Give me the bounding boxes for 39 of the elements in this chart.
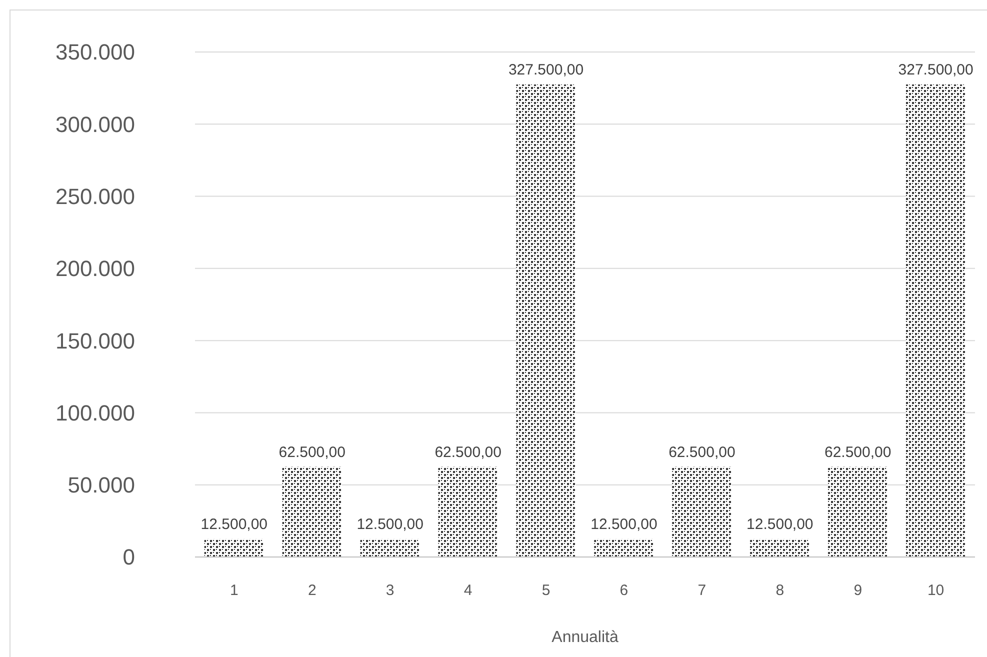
data-label: 62.500,00: [278, 444, 346, 461]
bar: [828, 466, 888, 557]
y-tick-label: 150.000: [55, 328, 135, 354]
x-tick-label: 8: [776, 582, 784, 599]
bar: [672, 466, 732, 557]
bar: [906, 84, 966, 557]
bar: [360, 538, 420, 557]
x-tick-label: 9: [854, 582, 862, 599]
bar: [282, 466, 342, 557]
x-tick-label: 3: [386, 582, 394, 599]
data-label: 12.500,00: [746, 516, 814, 533]
bar: [438, 466, 498, 557]
y-tick-label: 300.000: [55, 112, 135, 137]
y-tick-label: 350.000: [55, 40, 135, 65]
x-tick-label: 1: [230, 582, 238, 599]
y-tick-label: 100.000: [55, 400, 135, 426]
data-label: 62.500,00: [668, 444, 736, 461]
data-label: 62.500,00: [824, 444, 892, 461]
x-tick-label: 5: [542, 582, 550, 599]
x-tick-label: 7: [698, 582, 706, 599]
x-axis-title: Annualità: [552, 629, 618, 646]
x-tick-label: 6: [620, 582, 628, 599]
data-label: 12.500,00: [356, 516, 424, 533]
data-label: 62.500,00: [434, 444, 502, 461]
data-label: 327.500,00: [508, 61, 584, 78]
bar: [750, 538, 810, 557]
bar: [516, 84, 576, 557]
bar: [204, 538, 264, 557]
x-tick-label: 4: [464, 582, 472, 599]
y-tick-label: 0: [122, 544, 135, 570]
data-label: 327.500,00: [898, 61, 974, 78]
y-tick-label: 250.000: [55, 184, 135, 209]
y-tick-label: 50.000: [68, 472, 135, 498]
x-tick-label: 2: [308, 582, 316, 599]
data-label: 12.500,00: [200, 516, 268, 533]
x-tick-label: 10: [927, 582, 944, 599]
data-label: 12.500,00: [590, 516, 658, 533]
bar: [594, 538, 654, 557]
y-tick-label: 200.000: [55, 256, 135, 282]
